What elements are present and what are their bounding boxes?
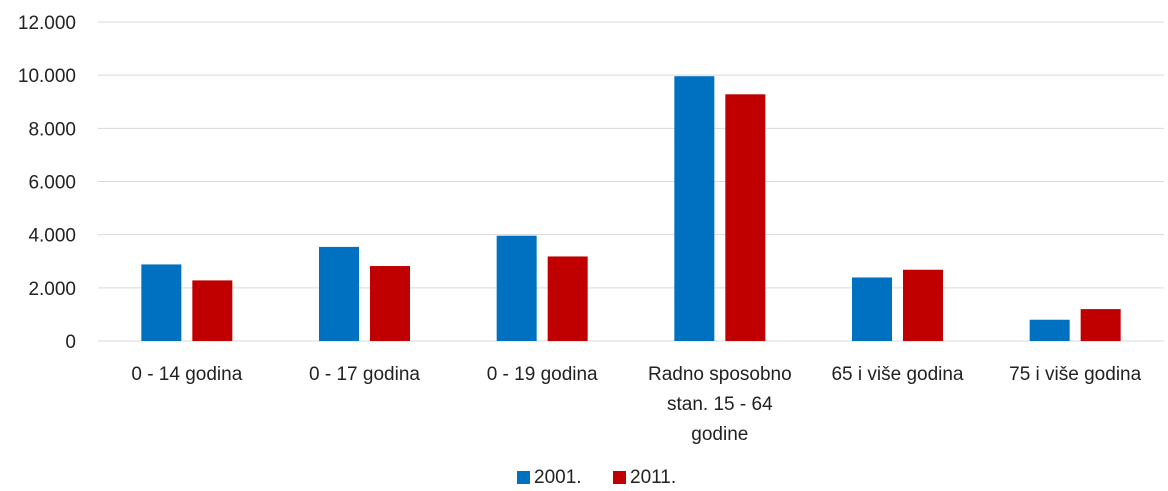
bar-2001-5 [1029,319,1070,341]
y-tick-label: 12.000 [18,13,76,34]
x-category-label: 75 i više godina [1009,364,1141,385]
x-category-label: 0 - 19 godina [487,364,598,385]
y-tick-label: 6.000 [28,173,76,194]
legend: 2001. 2011. [517,467,676,488]
bar-2011-4 [903,269,943,341]
x-category-label: 0 - 17 godina [309,364,420,385]
x-category-label: Radno sposobno [648,364,792,385]
y-axis: 0 2.000 4.000 6.000 8.000 10.000 12.000 [18,13,76,353]
legend-swatch [517,471,530,484]
y-tick-label: 2.000 [28,279,76,300]
x-category-label: stan. 15 - 64 [667,394,773,415]
y-tick-label: 4.000 [28,226,76,247]
x-axis: 0 - 14 godina 0 - 17 godina 0 - 19 godina R… [131,364,1141,445]
bar-2011-1 [370,266,410,341]
bar-2001-1 [319,246,359,341]
bars [141,76,1121,341]
y-tick-label: 0 [65,332,76,353]
bar-2011-2 [547,256,588,341]
legend-label: 2001. [534,467,582,488]
bar-2011-5 [1080,309,1121,341]
bar-2001-4 [852,277,892,341]
y-tick-label: 8.000 [28,119,76,140]
bar-2001-2 [496,235,537,341]
x-category-label: godine [691,424,748,445]
x-category-label: 65 i više godina [831,364,963,385]
bar-2011-0 [192,280,233,341]
bar-2011-3 [725,94,766,341]
bar-2001-0 [141,264,182,341]
gridlines [98,21,1164,342]
bar-2001-3 [674,76,715,341]
y-tick-label: 10.000 [18,66,76,87]
x-category-label: 0 - 14 godina [131,364,242,385]
legend-swatch [613,471,626,484]
legend-label: 2011. [630,467,676,488]
